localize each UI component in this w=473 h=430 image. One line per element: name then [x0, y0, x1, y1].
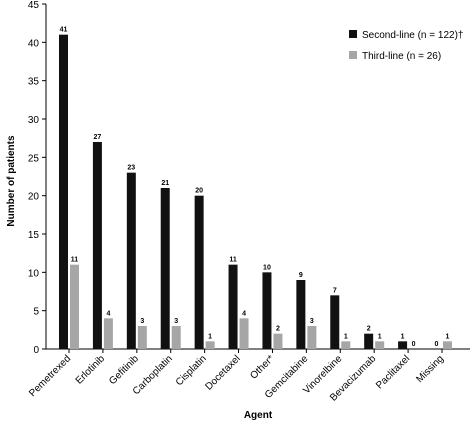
data-label: 1 — [378, 333, 382, 340]
legend-label: Third-line (n = 26) — [362, 51, 441, 62]
bar — [59, 34, 68, 350]
y-axis: 0 5 10 15 20 25 30 35 40 45 — [28, 0, 47, 356]
legend-swatch — [349, 51, 357, 59]
bar — [228, 264, 238, 349]
y-tick-label: 25 — [28, 153, 40, 164]
x-tick-label: Cisplatin — [174, 353, 209, 388]
data-label: 23 — [127, 165, 135, 172]
bar — [262, 272, 272, 349]
y-tick-label: 35 — [28, 77, 40, 88]
bar — [160, 188, 170, 349]
data-label: 11 — [229, 257, 237, 264]
bar — [364, 333, 374, 349]
bars — [59, 34, 452, 350]
data-label: 3 — [310, 318, 314, 325]
x-tick-label: Docetaxel — [203, 353, 242, 392]
data-label: 27 — [94, 134, 102, 141]
data-label: 41 — [60, 27, 68, 34]
data-label: 0 — [435, 341, 439, 348]
bar — [70, 264, 79, 349]
x-axis-title: Agent — [244, 410, 273, 421]
x-tick-label: Missing — [414, 353, 446, 385]
bar — [205, 341, 215, 349]
bar — [92, 142, 102, 349]
bar — [443, 341, 452, 349]
y-tick-label: 40 — [28, 38, 40, 49]
y-axis-title: Number of patients — [6, 135, 17, 227]
x-tick-label: Gefitinib — [107, 353, 141, 387]
bar — [307, 326, 317, 349]
data-label: 20 — [195, 188, 203, 195]
legend: Second-line (n = 122)† Third-line (n = 26… — [349, 30, 463, 62]
data-label: 7 — [333, 287, 337, 294]
y-tick-label: 45 — [28, 0, 40, 11]
bar — [239, 318, 249, 349]
y-tick-label: 20 — [28, 192, 40, 203]
data-label: 21 — [161, 180, 169, 187]
x-tick-label: Other* — [248, 353, 276, 381]
data-label: 2 — [367, 326, 371, 333]
y-tick-label: 10 — [28, 268, 40, 279]
data-label: 1 — [344, 333, 348, 340]
data-label: 10 — [263, 264, 271, 271]
data-label: 4 — [106, 310, 110, 317]
bar — [273, 333, 283, 349]
x-tick-label: Paclitaxel — [374, 353, 412, 391]
bar — [375, 341, 385, 349]
data-label: 11 — [71, 257, 79, 264]
bar — [330, 295, 340, 349]
bar — [126, 172, 136, 349]
bar — [296, 280, 306, 349]
bar — [137, 326, 147, 349]
bar — [341, 341, 351, 349]
legend-label: Second-line (n = 122)† — [362, 30, 463, 41]
bar — [103, 318, 113, 349]
x-tick-label: Pemetrexed — [27, 353, 73, 399]
data-label: 3 — [174, 318, 178, 325]
data-label: 9 — [299, 272, 303, 279]
y-tick-label: 30 — [28, 115, 40, 126]
bar — [171, 326, 181, 349]
bar — [398, 341, 408, 349]
data-label: 0 — [412, 341, 416, 348]
data-label: 1 — [446, 333, 450, 340]
x-tick-label: Erlotinib — [74, 353, 108, 387]
data-label: 1 — [208, 333, 212, 340]
legend-swatch — [349, 30, 357, 38]
data-label: 3 — [140, 318, 144, 325]
data-label: 1 — [401, 333, 405, 340]
bar — [194, 195, 204, 349]
y-tick-label: 5 — [33, 307, 39, 318]
y-tick-label: 0 — [33, 345, 39, 356]
y-tick-label: 15 — [28, 230, 40, 241]
data-label: 4 — [242, 310, 246, 317]
data-label: 2 — [276, 326, 280, 333]
